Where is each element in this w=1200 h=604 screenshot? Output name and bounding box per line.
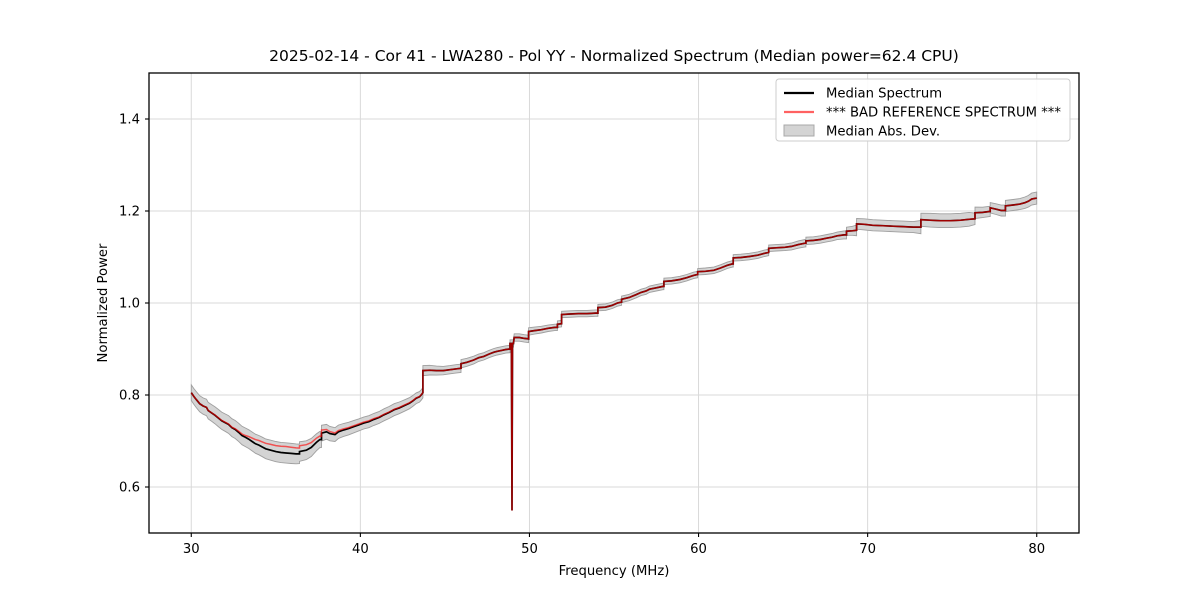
legend: Median Spectrum *** BAD REFERENCE SPECTR…: [775, 78, 1071, 142]
y-tick-label: 1.4: [119, 113, 140, 128]
y-tick-label: 1.0: [119, 297, 140, 312]
legend-bad-reference-label: *** BAD REFERENCE SPECTRUM ***: [826, 106, 1061, 121]
legend-median-label: Median Spectrum: [826, 87, 942, 102]
median-spectrum-line: [190, 197, 1037, 511]
mad-band: [190, 191, 1038, 465]
axis-ticks: 30 40 50 60 70 80 0.6 0.8 1.0 1.2 1.4: [119, 113, 1045, 558]
y-axis-label: Normalized Power: [96, 243, 111, 362]
x-tick-label: 70: [859, 542, 876, 557]
legend-mad-swatch: [783, 124, 815, 137]
y-tick-label: 1.2: [119, 205, 140, 220]
y-tick-label: 0.6: [119, 481, 140, 496]
x-tick-label: 60: [690, 542, 707, 557]
x-tick-label: 30: [183, 542, 200, 557]
y-tick-label: 0.8: [119, 389, 140, 404]
bad-reference-line: [190, 197, 1037, 511]
chart-title: 2025-02-14 - Cor 41 - LWA280 - Pol YY - …: [269, 47, 959, 65]
x-tick-label: 80: [1028, 542, 1045, 557]
legend-frame: [775, 78, 1071, 142]
x-tick-label: 40: [352, 542, 369, 557]
x-tick-label: 50: [521, 542, 538, 557]
legend-mad-label: Median Abs. Dev.: [826, 125, 940, 140]
x-axis-label: Frequency (MHz): [559, 564, 670, 579]
mad-band-group: [190, 191, 1038, 465]
